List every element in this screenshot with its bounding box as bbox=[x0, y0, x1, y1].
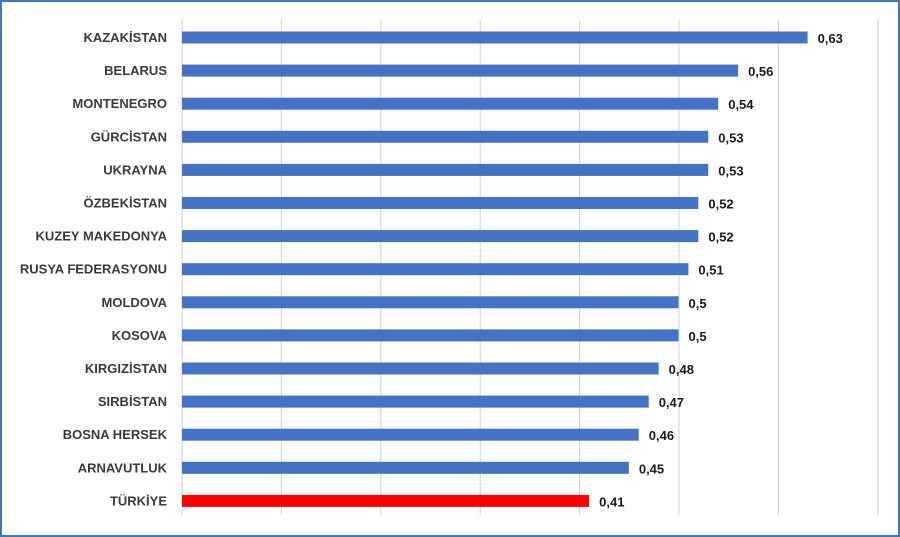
category-label: ÖZBEKİSTAN bbox=[83, 196, 167, 211]
bar bbox=[182, 230, 699, 243]
value-label: 0,52 bbox=[708, 230, 733, 245]
bar bbox=[182, 329, 679, 342]
value-label: 0,53 bbox=[718, 130, 743, 145]
value-label: 0,47 bbox=[659, 395, 684, 410]
value-label: 0,5 bbox=[689, 296, 707, 311]
bar bbox=[182, 97, 719, 110]
value-label: 0,53 bbox=[718, 163, 743, 178]
category-label: UKRAYNA bbox=[103, 162, 167, 177]
value-label: 0,51 bbox=[698, 263, 723, 278]
bar bbox=[182, 31, 808, 44]
category-label: KUZEY MAKEDONYA bbox=[36, 229, 168, 244]
value-label: 0,63 bbox=[818, 31, 843, 46]
category-label: SIRBİSTAN bbox=[98, 394, 167, 409]
bar bbox=[182, 130, 709, 143]
bar bbox=[182, 163, 709, 176]
value-label: 0,52 bbox=[708, 197, 733, 212]
bar bbox=[182, 197, 699, 209]
category-label: MOLDOVA bbox=[102, 295, 168, 310]
bar bbox=[182, 494, 590, 507]
value-label: 0,48 bbox=[669, 362, 694, 377]
category-label: GÜRCİSTAN bbox=[91, 129, 167, 144]
category-label: MONTENEGRO bbox=[72, 96, 167, 111]
bar bbox=[182, 362, 659, 375]
bar bbox=[182, 461, 629, 474]
category-label: BELARUS bbox=[104, 63, 167, 78]
value-label: 0,5 bbox=[689, 329, 707, 344]
bar bbox=[182, 64, 739, 77]
bar bbox=[182, 263, 689, 276]
bar bbox=[182, 296, 679, 309]
category-label: ARNAVUTLUK bbox=[78, 460, 168, 475]
bar bbox=[182, 395, 649, 408]
category-label: KOSOVA bbox=[112, 328, 168, 343]
category-label: BOSNA HERSEK bbox=[63, 427, 168, 442]
value-label: 0,41 bbox=[599, 494, 624, 509]
category-label: KAZAKİSTAN bbox=[83, 30, 167, 45]
value-label: 0,56 bbox=[748, 64, 773, 79]
value-label: 0,46 bbox=[649, 428, 674, 443]
value-label: 0,45 bbox=[639, 461, 664, 476]
category-label: KIRGIZİSTAN bbox=[85, 361, 167, 376]
bar bbox=[182, 428, 639, 441]
category-label: TÜRKİYE bbox=[110, 493, 167, 508]
value-label: 0,54 bbox=[728, 97, 754, 112]
category-label: RUSYA FEDERASYONU bbox=[20, 262, 167, 277]
